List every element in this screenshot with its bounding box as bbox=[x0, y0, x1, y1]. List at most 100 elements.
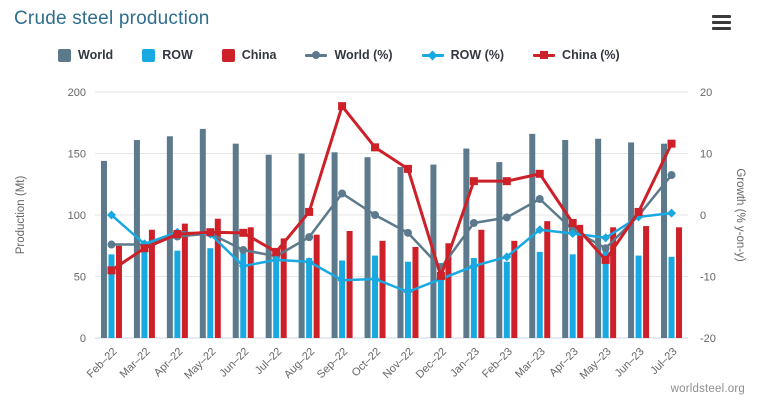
point-china-apr-22[interactable] bbox=[173, 230, 182, 239]
bar-world-apr-23[interactable] bbox=[562, 139, 569, 338]
point-row-apr-23[interactable] bbox=[568, 228, 578, 238]
bar-row-jul-23[interactable] bbox=[668, 256, 675, 338]
left-axis-tick-label: 100 bbox=[68, 210, 86, 222]
point-china-mar-22[interactable] bbox=[140, 244, 149, 253]
bar-row-mar-22[interactable] bbox=[141, 249, 148, 338]
legend-item-row[interactable]: ROW bbox=[142, 48, 193, 62]
bar-row-sep-22[interactable] bbox=[339, 260, 346, 338]
bar-row-may-22[interactable] bbox=[207, 248, 214, 338]
bar-row-jun-22[interactable] bbox=[240, 253, 247, 338]
point-china-jun-23[interactable] bbox=[634, 207, 643, 216]
point-china-aug-22[interactable] bbox=[305, 207, 314, 216]
point-row-jul-23[interactable] bbox=[667, 208, 677, 218]
bar-row-apr-22[interactable] bbox=[174, 250, 181, 338]
point-china-jan-23[interactable] bbox=[469, 177, 478, 186]
point-world-jul-23[interactable] bbox=[667, 171, 676, 180]
bar-world-jul-23[interactable] bbox=[661, 143, 668, 338]
point-world-aug-22[interactable] bbox=[305, 233, 314, 242]
bar-row-dec-22[interactable] bbox=[437, 262, 444, 338]
point-row-feb-23[interactable] bbox=[502, 252, 512, 262]
legend-item-china[interactable]: China (%) bbox=[533, 48, 620, 62]
bar-row-may-23[interactable] bbox=[602, 250, 609, 338]
point-row-aug-22[interactable] bbox=[304, 257, 314, 267]
legend-item-china[interactable]: China bbox=[221, 48, 276, 62]
bar-china-jun-23[interactable] bbox=[643, 226, 650, 338]
point-world-feb-23[interactable] bbox=[502, 213, 511, 222]
bar-china-mar-23[interactable] bbox=[544, 221, 551, 338]
bar-china-aug-22[interactable] bbox=[313, 234, 320, 338]
point-china-mar-23[interactable] bbox=[535, 169, 544, 178]
bar-china-nov-22[interactable] bbox=[412, 246, 419, 338]
left-axis-title: Production (Mt) bbox=[15, 176, 27, 255]
bar-world-may-23[interactable] bbox=[595, 138, 602, 338]
bar-world-jun-22[interactable] bbox=[232, 143, 239, 338]
bar-china-sep-22[interactable] bbox=[346, 230, 353, 338]
point-china-jul-23[interactable] bbox=[667, 139, 676, 148]
point-row-jun-22[interactable] bbox=[238, 261, 248, 271]
bar-china-apr-22[interactable] bbox=[181, 223, 188, 338]
point-china-oct-22[interactable] bbox=[371, 143, 380, 152]
bar-row-feb-22[interactable] bbox=[108, 254, 115, 338]
point-world-may-23[interactable] bbox=[601, 244, 610, 253]
point-china-jul-22[interactable] bbox=[272, 247, 281, 256]
point-china-sep-22[interactable] bbox=[338, 102, 347, 111]
bar-china-jan-23[interactable] bbox=[478, 229, 485, 338]
bar-china-apr-23[interactable] bbox=[577, 224, 584, 338]
bar-row-feb-23[interactable] bbox=[503, 261, 510, 338]
point-world-oct-22[interactable] bbox=[371, 211, 380, 219]
point-china-feb-22[interactable] bbox=[107, 266, 116, 275]
bar-world-jan-23[interactable] bbox=[463, 148, 470, 338]
point-row-feb-22[interactable] bbox=[106, 210, 116, 220]
hamburger-menu-button[interactable] bbox=[712, 15, 731, 30]
point-china-feb-23[interactable] bbox=[502, 177, 511, 186]
point-row-jan-23[interactable] bbox=[469, 261, 479, 271]
point-china-nov-22[interactable] bbox=[403, 164, 412, 173]
bar-row-aug-22[interactable] bbox=[306, 258, 313, 338]
bar-world-nov-22[interactable] bbox=[397, 167, 404, 338]
bar-china-jul-23[interactable] bbox=[676, 227, 683, 338]
point-china-jun-22[interactable] bbox=[239, 228, 248, 237]
legend-item-row[interactable]: ROW (%) bbox=[421, 48, 505, 62]
point-china-may-23[interactable] bbox=[601, 255, 610, 264]
bar-china-jun-22[interactable] bbox=[247, 227, 254, 338]
bar-row-mar-23[interactable] bbox=[536, 251, 543, 338]
point-world-feb-22[interactable] bbox=[107, 240, 116, 249]
bar-world-feb-23[interactable] bbox=[496, 162, 503, 338]
point-row-jul-22[interactable] bbox=[271, 255, 281, 265]
bar-china-oct-22[interactable] bbox=[379, 240, 386, 338]
bar-world-sep-22[interactable] bbox=[331, 152, 338, 338]
bar-china-dec-22[interactable] bbox=[445, 243, 452, 338]
point-world-nov-22[interactable] bbox=[403, 228, 412, 237]
bar-world-aug-22[interactable] bbox=[298, 153, 305, 339]
point-world-sep-22[interactable] bbox=[338, 189, 347, 198]
bar-world-jun-23[interactable] bbox=[628, 142, 635, 338]
bar-world-oct-22[interactable] bbox=[364, 157, 371, 338]
point-row-mar-23[interactable] bbox=[535, 225, 545, 235]
legend-item-world[interactable]: World bbox=[58, 48, 113, 62]
bar-china-mar-22[interactable] bbox=[148, 229, 155, 338]
point-row-may-23[interactable] bbox=[601, 233, 611, 243]
legend-label: ROW (%) bbox=[450, 48, 505, 62]
point-china-apr-23[interactable] bbox=[568, 218, 577, 227]
bar-china-feb-22[interactable] bbox=[115, 245, 122, 338]
bar-row-jun-23[interactable] bbox=[635, 255, 642, 338]
point-world-jun-22[interactable] bbox=[239, 246, 248, 255]
bar-row-jan-23[interactable] bbox=[470, 258, 477, 338]
bar-china-may-22[interactable] bbox=[214, 218, 221, 338]
bar-world-feb-22[interactable] bbox=[100, 160, 107, 338]
point-china-may-22[interactable] bbox=[206, 228, 215, 237]
point-world-mar-23[interactable] bbox=[535, 195, 544, 204]
point-world-jan-23[interactable] bbox=[469, 218, 478, 227]
legend-item-world[interactable]: World (%) bbox=[305, 48, 393, 62]
bar-china-feb-23[interactable] bbox=[511, 240, 518, 338]
bar-row-nov-22[interactable] bbox=[404, 261, 411, 338]
point-china-dec-22[interactable] bbox=[436, 271, 445, 280]
bar-row-apr-23[interactable] bbox=[569, 254, 576, 338]
point-row-oct-22[interactable] bbox=[370, 274, 380, 284]
bar-row-jul-22[interactable] bbox=[273, 256, 280, 338]
bar-china-may-23[interactable] bbox=[610, 227, 617, 338]
bar-row-oct-22[interactable] bbox=[372, 255, 379, 338]
bar-china-jul-22[interactable] bbox=[280, 238, 287, 338]
point-row-nov-22[interactable] bbox=[403, 287, 413, 297]
point-row-sep-22[interactable] bbox=[337, 275, 347, 285]
